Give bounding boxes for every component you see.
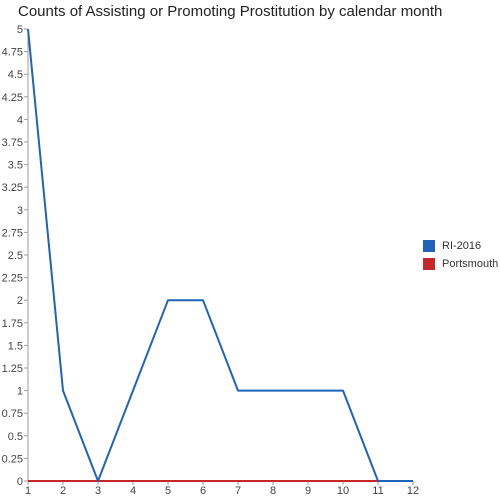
y-tick-label: 0.75 [2,408,23,420]
x-tick-label: 6 [200,485,206,497]
x-tick-label: 1 [25,485,31,497]
y-tick-label: 0.5 [8,431,23,443]
legend-swatch-ri-2016 [423,239,435,252]
y-tick-label: 4.75 [2,47,23,59]
legend-swatch-portsmouth [423,257,435,270]
y-tick-label: 1.25 [2,363,23,375]
x-tick-label: 2 [60,485,66,497]
x-tick-label: 4 [130,485,136,497]
y-tick-label: 2.75 [2,227,23,239]
x-tick-label: 8 [270,485,276,497]
x-tick-label: 5 [165,485,171,497]
x-tick-label: 11 [372,485,383,497]
y-tick-label: 4 [17,114,23,126]
x-tick-label: 12 [407,485,419,497]
y-tick-label: 3.75 [2,137,23,149]
y-tick-label: 2.25 [2,273,23,285]
x-tick-label: 9 [305,485,311,497]
y-tick-label: 4.5 [8,69,23,81]
chart-legend: RI-2016 Portsmouth [423,239,498,275]
legend-label-ri-2016: RI-2016 [442,239,482,252]
y-tick-label: 2.5 [8,250,23,262]
series-line-ri-2016 [27,28,413,482]
y-tick-label: 3 [17,205,23,217]
y-tick-label: 1 [17,386,23,398]
legend-item-portsmouth[interactable]: Portsmouth [423,257,498,270]
y-tick-label: 4.25 [2,92,23,104]
y-tick-label: 3.25 [2,182,23,194]
legend-label-portsmouth: Portsmouth [442,257,499,270]
y-tick-label: 1.75 [2,318,23,330]
chart-title: Counts of Assisting or Promoting Prostit… [18,3,443,20]
y-tick-label: 2 [17,295,23,307]
x-tick-label: 3 [95,485,101,497]
y-tick-label: 0 [17,476,23,488]
y-tick-label: 1.5 [8,340,23,352]
legend-item-ri-2016[interactable]: RI-2016 [423,239,498,252]
x-tick-label: 7 [235,485,241,497]
y-tick-label: 5 [17,24,23,36]
x-tick-label: 10 [337,485,349,497]
y-tick-label: 3.5 [8,160,23,172]
y-tick-label: 0.25 [2,453,23,465]
